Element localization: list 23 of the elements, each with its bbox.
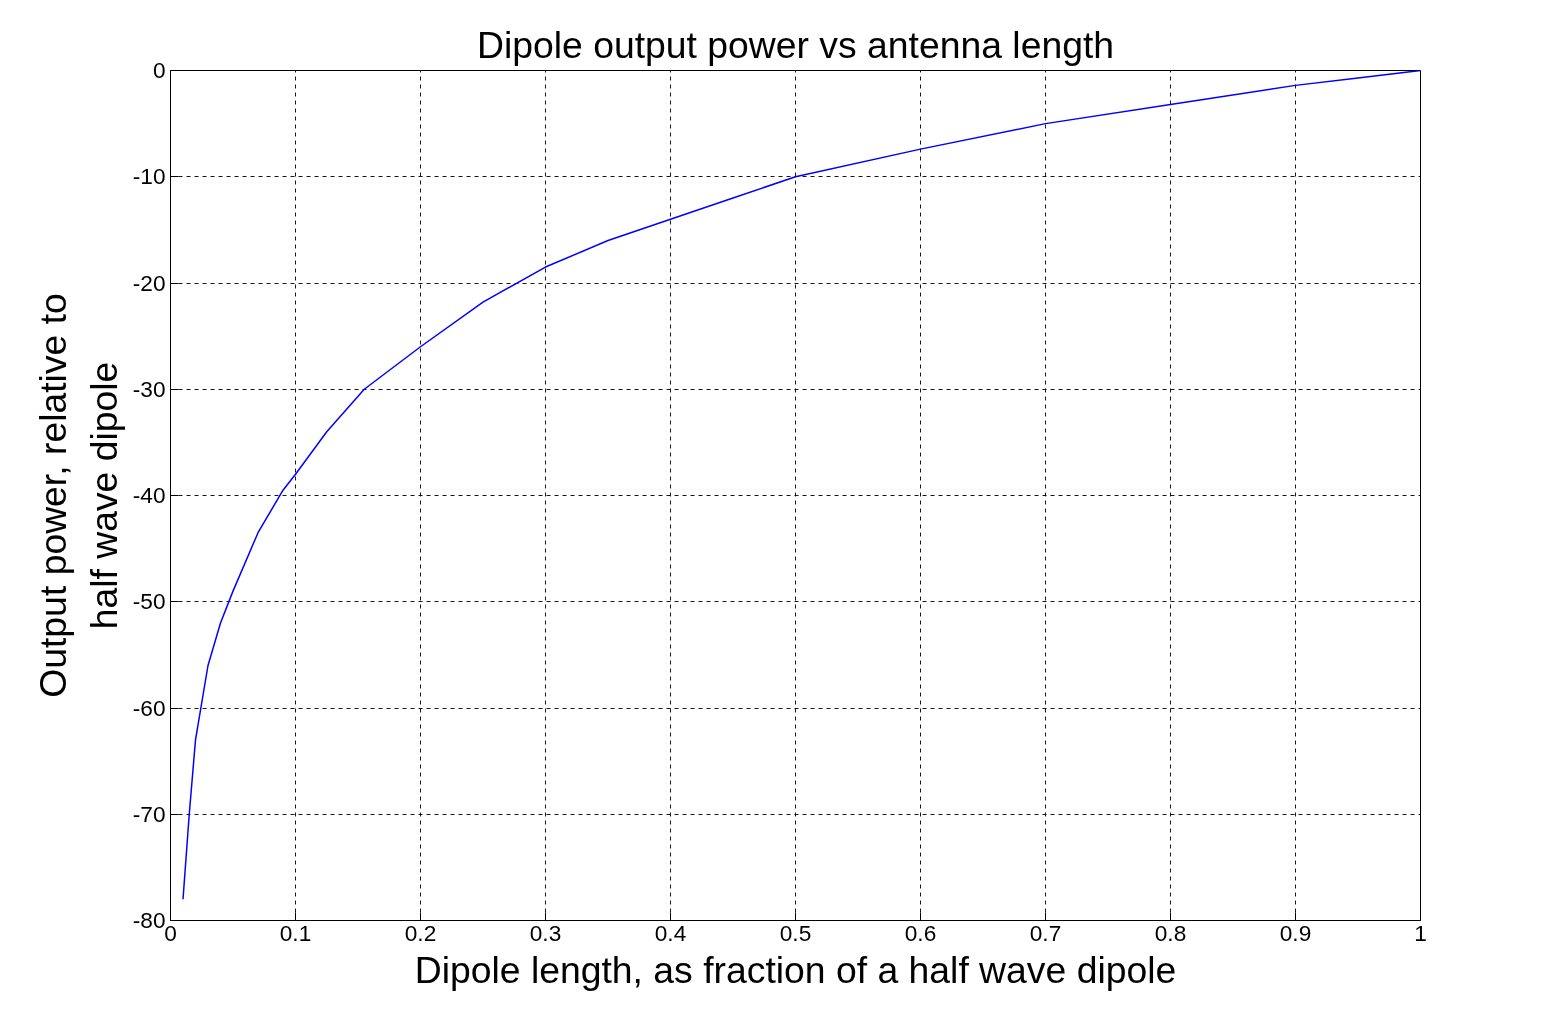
x-tick-label: 1 xyxy=(1414,919,1427,946)
y-axis-title: Output power, relative to half wave dipole xyxy=(32,293,125,698)
x-tick-label: 0.2 xyxy=(404,919,437,946)
line-series xyxy=(182,70,1421,900)
y-tick-label: -20 xyxy=(132,269,166,296)
x-tick-label: 0.1 xyxy=(279,919,312,946)
y-tick-label: -60 xyxy=(132,694,166,721)
x-tick-label: 0.6 xyxy=(904,919,937,946)
x-tick-label: 0.5 xyxy=(779,919,812,946)
y-tick-label: 0 xyxy=(152,57,166,83)
y-tick-label: -10 xyxy=(132,163,166,190)
y-tick-label: -70 xyxy=(132,800,166,827)
y-tick-label: -40 xyxy=(132,482,166,508)
chart-title: Dipole output power vs antenna length xyxy=(476,23,1115,66)
y-tick-label: -30 xyxy=(132,375,166,402)
x-axis-title: Dipole length, as fraction of a half wave dipole xyxy=(414,948,1177,991)
y-tick-label: -80 xyxy=(132,907,166,933)
x-tick-label: 0.9 xyxy=(1279,919,1312,946)
x-tick-label: 0.4 xyxy=(654,919,687,946)
x-tick-label: 0.3 xyxy=(529,919,562,946)
y-tick-label: -50 xyxy=(132,588,166,615)
x-tick-label: 0.7 xyxy=(1029,919,1062,946)
x-tick-label: 0.8 xyxy=(1154,919,1187,946)
